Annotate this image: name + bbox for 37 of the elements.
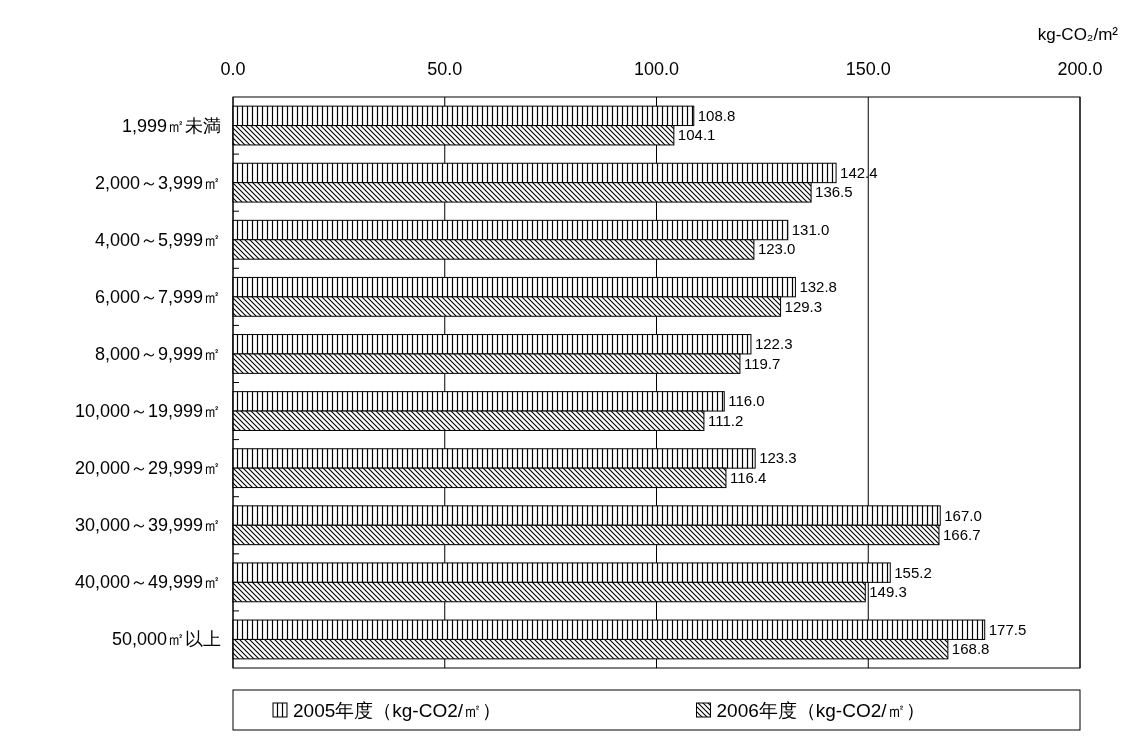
y-tick-label: 6,000～7,999㎡ — [94, 286, 221, 307]
data-label: 123.0 — [757, 240, 796, 258]
x-tick-label: 50.0 — [427, 59, 463, 79]
data-label: 167.0 — [944, 506, 982, 524]
legend-label: 2005年度（kg-CO2/㎡） — [293, 700, 502, 721]
data-label: 136.5 — [815, 183, 853, 201]
x-tick-label: 150.0 — [845, 59, 891, 79]
data-label: 123.3 — [759, 449, 797, 467]
data-label: 104.1 — [677, 126, 716, 144]
data-label: 131.0 — [791, 221, 830, 239]
y-tick-label: 20,000～29,999㎡ — [74, 458, 221, 479]
data-label: 168.8 — [951, 640, 990, 658]
y-tick-label: 50,000㎡以上 — [111, 629, 221, 650]
data-label: 111.2 — [707, 411, 744, 429]
data-label: 155.2 — [894, 563, 932, 581]
x-tick-label: 200.0 — [1057, 59, 1103, 79]
data-label: 132.8 — [799, 278, 837, 296]
y-tick-label: 40,000～49,999㎡ — [74, 572, 221, 593]
data-label: 149.3 — [869, 583, 907, 601]
y-tick-label: 4,000～5,999㎡ — [94, 229, 221, 250]
x-tick-label: 0.0 — [220, 59, 246, 79]
data-label: 119.7 — [743, 354, 781, 372]
legend-label: 2006年度（kg-CO2/㎡） — [716, 700, 925, 721]
data-label: 116.0 — [728, 392, 765, 410]
y-tick-label: 30,000～39,999㎡ — [74, 515, 221, 536]
data-label: 166.7 — [942, 525, 981, 543]
y-tick-label: 8,000～9,999㎡ — [94, 343, 221, 364]
data-label: 177.5 — [988, 620, 1027, 638]
data-label: 122.3 — [754, 335, 793, 353]
data-label: 108.8 — [697, 106, 736, 124]
y-tick-label: 1,999㎡未満 — [121, 115, 221, 136]
data-label: 129.3 — [784, 297, 823, 315]
y-tick-label: 10,000～19,999㎡ — [74, 401, 221, 422]
data-label: 116.4 — [729, 468, 767, 486]
y-tick-label: 2,000～3,999㎡ — [94, 172, 221, 193]
x-tick-label: 100.0 — [633, 59, 680, 79]
x-axis-title: kg-CO₂/m² — [1037, 25, 1119, 44]
